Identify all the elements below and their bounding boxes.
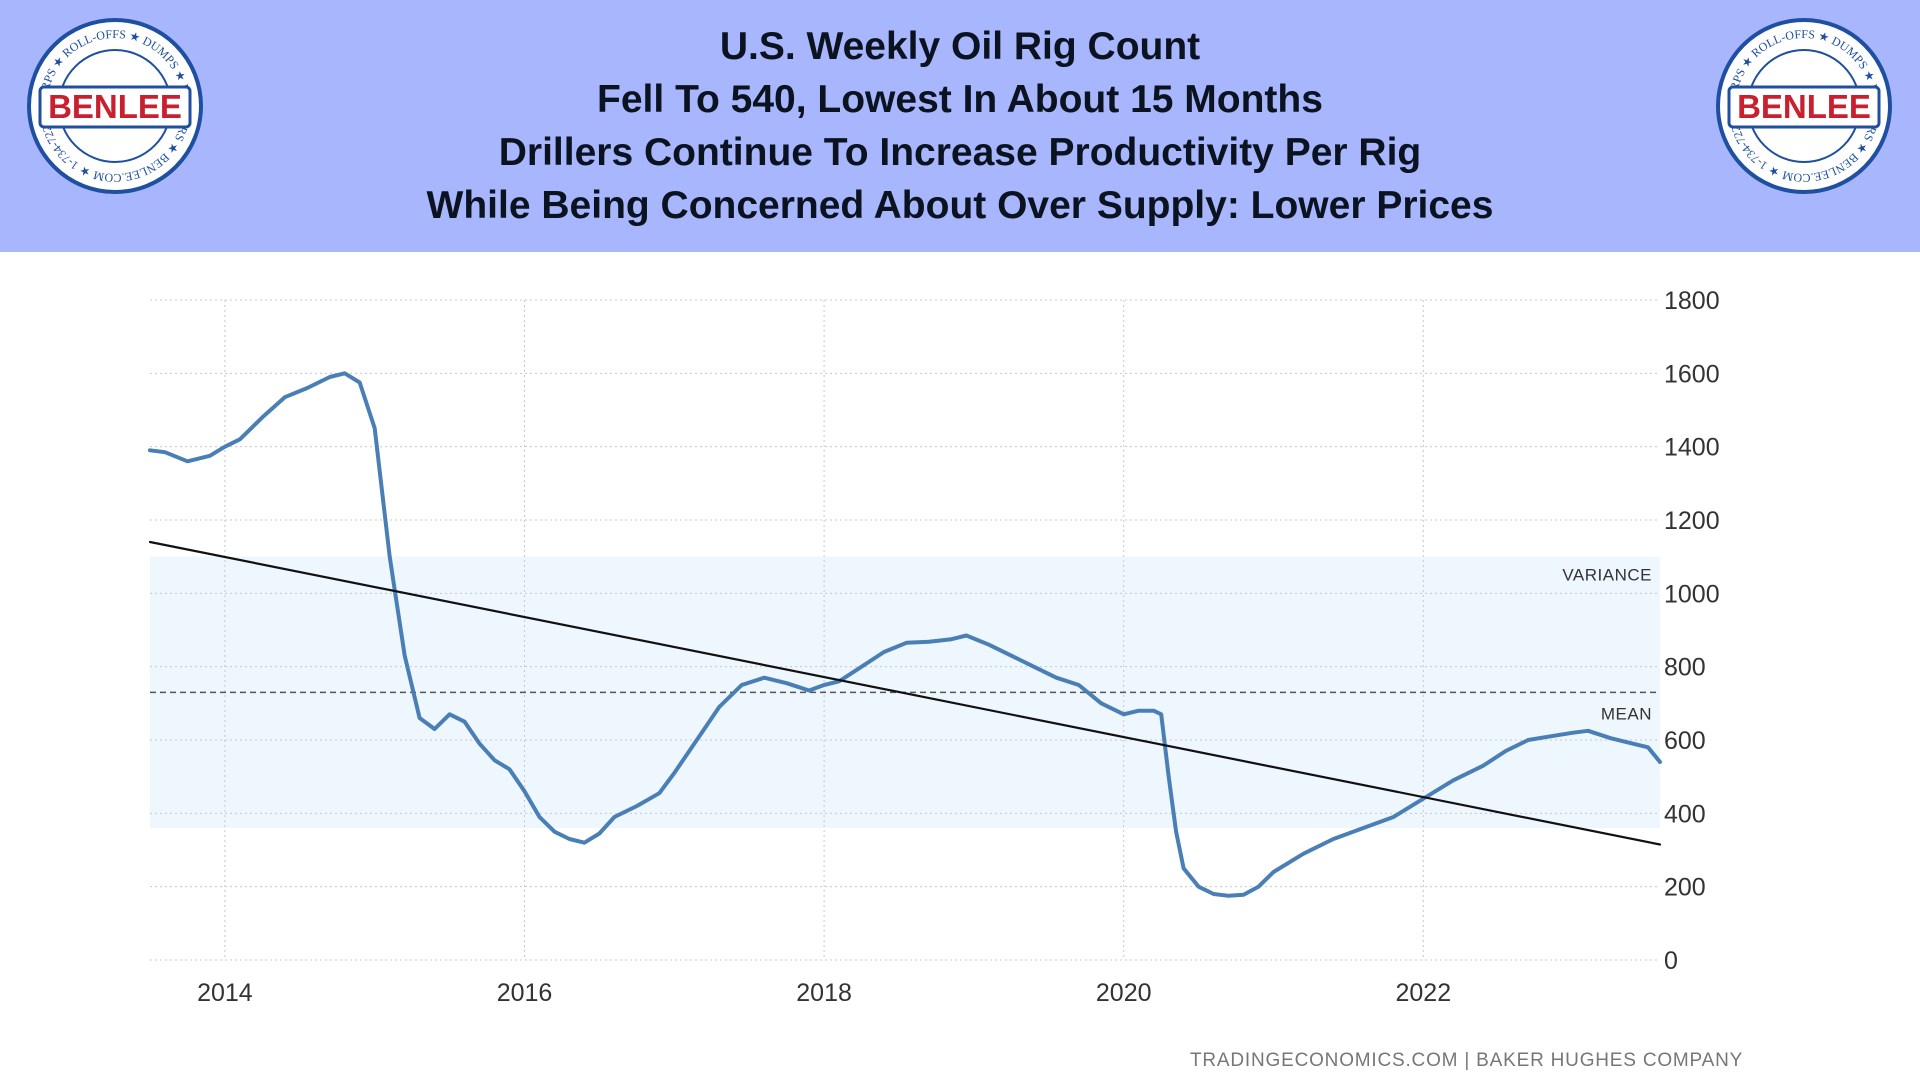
logo-brand-text: BENLEE	[48, 88, 182, 125]
y-tick-label: 1600	[1664, 360, 1720, 388]
axis-layer: 0 200 400 600 800 1000 1200 1400 1600 1800 2014 201…	[197, 287, 1720, 1007]
y-tick-label: 800	[1664, 654, 1706, 682]
x-tick-label: 2018	[796, 979, 852, 1007]
x-tick-label: 2016	[497, 979, 553, 1007]
y-tick-label: 1000	[1664, 580, 1720, 608]
series-layer	[148, 371, 1662, 898]
y-tick-label: 1200	[1664, 507, 1720, 535]
title-banner: U.S. Weekly Oil Rig Count Fell To 540, L…	[0, 0, 1920, 252]
x-tick-label: 2014	[197, 979, 253, 1007]
logo-brand-text: BENLEE	[1737, 88, 1871, 125]
y-tick-label: 400	[1664, 800, 1706, 828]
series-line-rig-count	[148, 371, 1662, 898]
y-tick-label: 600	[1664, 727, 1706, 755]
title-line-2: Fell To 540, Lowest In About 15 Months	[597, 78, 1323, 121]
benlee-logo-right: TARPS ★ ROLL-OFFS ★ DUMPS ★ LUGGERS ★ BE…	[1715, 17, 1892, 194]
title-line-3: Drillers Continue To Increase Productivi…	[498, 131, 1422, 174]
y-tick-label: 0	[1664, 947, 1678, 975]
y-tick-label: 200	[1664, 874, 1706, 902]
source-credit: TRADINGECONOMICS.COM | BAKER HUGHES COMP…	[1190, 1050, 1744, 1071]
x-tick-label: 2020	[1096, 979, 1152, 1007]
benlee-logo-left: TARPS ★ ROLL-OFFS ★ DUMPS ★ LUGGERS ★ BE…	[26, 17, 203, 194]
mean-label: MEAN	[1601, 704, 1652, 723]
oil-rig-chart: VARIANCE MEAN 0 200 400 600 800 1000 1200 1400 1…	[148, 287, 1720, 1007]
y-tick-label: 1400	[1664, 434, 1720, 462]
chart-title: U.S. Weekly Oil Rig Count Fell To 540, L…	[260, 20, 1660, 232]
title-line-4: While Being Concerned About Over Supply:…	[426, 184, 1494, 227]
series-line-trend	[148, 540, 1662, 846]
x-tick-label: 2022	[1396, 979, 1452, 1007]
y-tick-label: 1800	[1664, 287, 1720, 315]
variance-label: VARIANCE	[1562, 566, 1652, 585]
title-line-1: U.S. Weekly Oil Rig Count	[719, 25, 1201, 68]
